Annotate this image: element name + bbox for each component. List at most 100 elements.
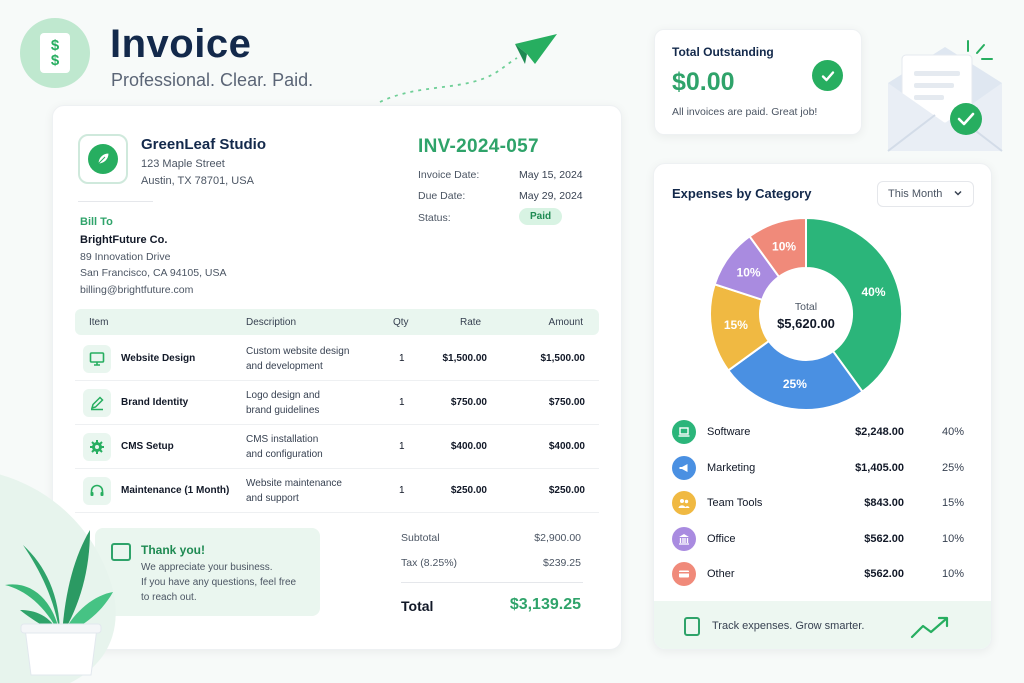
legend-percent: 15% bbox=[941, 497, 964, 509]
item-description: CMS installation and configuration bbox=[246, 432, 366, 462]
bill-to-label: Bill To bbox=[80, 216, 113, 228]
invoice-date-label: Invoice Date: bbox=[418, 169, 480, 181]
invoice-date-value: May 15, 2024 bbox=[519, 169, 583, 181]
note-icon bbox=[111, 543, 131, 561]
item-qty: 1 bbox=[399, 485, 405, 496]
invoice-card: GreenLeaf Studio 123 Maple Street Austin… bbox=[52, 105, 622, 650]
item-rate: $250.00 bbox=[450, 485, 487, 496]
donut-slice-label: 15% bbox=[724, 318, 748, 332]
legend-amount: $2,248.00 bbox=[855, 426, 904, 438]
legend-amount: $1,405.00 bbox=[855, 461, 904, 474]
building-icon bbox=[672, 526, 696, 551]
divider bbox=[78, 201, 153, 202]
item-qty: 1 bbox=[399, 441, 405, 452]
legend-amount: $562.00 bbox=[864, 568, 904, 580]
donut-slice-label: 10% bbox=[737, 265, 761, 279]
period-select-value: This Month bbox=[888, 188, 943, 200]
invoice-logo: $ $ bbox=[20, 18, 90, 88]
divider bbox=[401, 582, 583, 583]
item-name: Brand Identity bbox=[121, 397, 189, 408]
donut-slice-other[interactable] bbox=[748, 216, 807, 279]
company-address-1: 123 Maple Street bbox=[141, 158, 225, 170]
bill-to-name: BrightFuture Co. bbox=[80, 234, 168, 246]
page-title: Invoice bbox=[110, 22, 252, 66]
due-date-label: Due Date: bbox=[418, 190, 466, 202]
megaphone-icon bbox=[672, 455, 696, 480]
column-header-amount: Amount bbox=[548, 317, 583, 328]
period-select[interactable]: This Month bbox=[877, 181, 974, 207]
invoice-number: INV-2024-057 bbox=[418, 136, 539, 157]
table-row: CMS Setup CMS installation and configura… bbox=[75, 425, 599, 469]
thank-you-note: Thank you! We appreciate your business. … bbox=[95, 528, 320, 616]
donut-slice-label: 10% bbox=[772, 239, 796, 253]
legend-percent: 40% bbox=[941, 426, 964, 438]
status-label: Status: bbox=[418, 212, 451, 224]
donut-center bbox=[761, 269, 851, 359]
bill-to-email[interactable]: billing@brightfuture.com bbox=[80, 284, 194, 296]
legend-category: Other bbox=[707, 568, 735, 580]
bill-to-address-1: 89 Innovation Drive bbox=[80, 251, 171, 263]
thank-you-line: If you have any questions, feel free bbox=[141, 577, 297, 588]
check-icon bbox=[812, 60, 843, 91]
bill-to-address-2: San Francisco, CA 94105, USA bbox=[80, 267, 227, 279]
outstanding-note: All invoices are paid. Great job! bbox=[672, 106, 818, 118]
paper-plane-icon bbox=[379, 34, 557, 103]
expenses-donut-chart: 40% 25% 15% 10% 10% Total $5,620.00 bbox=[709, 216, 903, 411]
total-value: $3,139.25 bbox=[509, 596, 581, 613]
outstanding-title: Total Outstanding bbox=[672, 45, 774, 59]
people-icon bbox=[672, 491, 696, 515]
expenses-footer-text: Track expenses. Grow smarter. bbox=[712, 620, 865, 632]
donut-center-label: Total bbox=[795, 301, 817, 313]
report-icon bbox=[684, 617, 700, 636]
headset-icon bbox=[83, 477, 111, 505]
legend-row-marketing[interactable]: Marketing $1,405.00 25% bbox=[672, 454, 972, 484]
donut-slice-marketing[interactable] bbox=[726, 339, 864, 411]
table-row: Maintenance (1 Month) Website maintenanc… bbox=[75, 469, 599, 513]
status-badge: Paid bbox=[519, 208, 563, 225]
legend-row-office[interactable]: Office $562.00 10% bbox=[672, 525, 972, 555]
tax-value: $239.25 bbox=[543, 557, 581, 569]
subtotal-value: $2,900.00 bbox=[534, 532, 581, 544]
item-description-line: Logo design and bbox=[246, 390, 320, 401]
item-description: Website maintenance and support bbox=[246, 476, 366, 506]
monitor-icon bbox=[83, 345, 111, 373]
item-description-line: and support bbox=[246, 493, 299, 504]
item-amount: $400.00 bbox=[548, 441, 585, 452]
legend-percent: 10% bbox=[941, 532, 964, 545]
table-row: Brand Identity Logo design and brand gui… bbox=[75, 381, 599, 425]
expenses-footer: Track expenses. Grow smarter. bbox=[654, 601, 991, 649]
item-description-line: Custom website design bbox=[246, 346, 350, 357]
item-amount: $1,500.00 bbox=[540, 353, 586, 364]
table-header: Item Description Qty Rate Amount bbox=[75, 309, 599, 335]
column-header-rate: Rate bbox=[460, 317, 482, 328]
thank-you-title: Thank you! bbox=[141, 543, 206, 557]
donut-slice-software[interactable] bbox=[805, 216, 903, 394]
item-rate: $750.00 bbox=[450, 397, 487, 408]
leaf-icon bbox=[88, 144, 118, 174]
item-description-line: CMS installation bbox=[246, 434, 319, 445]
subtotal-label: Subtotal bbox=[401, 532, 440, 544]
legend-row-team-tools[interactable]: Team Tools $843.00 15% bbox=[672, 489, 972, 519]
expenses-title: Expenses by Category bbox=[672, 186, 812, 201]
legend-category: Marketing bbox=[707, 461, 756, 474]
tax-label: Tax (8.25%) bbox=[401, 557, 458, 569]
item-amount: $250.00 bbox=[548, 485, 585, 496]
chevron-down-icon bbox=[953, 188, 963, 201]
thank-you-line: to reach out. bbox=[141, 592, 197, 603]
legend-percent: 25% bbox=[941, 461, 964, 474]
expenses-card: Expenses by Category This Month 40% 25% 15… bbox=[653, 163, 992, 650]
item-description-line: Website maintenance bbox=[246, 478, 342, 489]
trend-up-icon bbox=[910, 616, 949, 639]
pen-icon bbox=[83, 389, 111, 417]
item-amount: $750.00 bbox=[548, 397, 585, 408]
company-name: GreenLeaf Studio bbox=[141, 136, 267, 153]
page-subtitle: Professional. Clear. Paid. bbox=[111, 70, 314, 90]
legend-amount: $562.00 bbox=[864, 532, 904, 545]
item-rate: $1,500.00 bbox=[442, 353, 488, 364]
legend-amount: $843.00 bbox=[864, 497, 904, 509]
column-header-qty: Qty bbox=[393, 317, 409, 328]
legend-row-other[interactable]: Other $562.00 10% bbox=[672, 560, 972, 590]
item-description: Custom website design and development bbox=[246, 344, 366, 374]
legend-row-software[interactable]: Software $2,248.00 40% bbox=[672, 418, 972, 448]
item-description-line: and configuration bbox=[246, 449, 323, 460]
